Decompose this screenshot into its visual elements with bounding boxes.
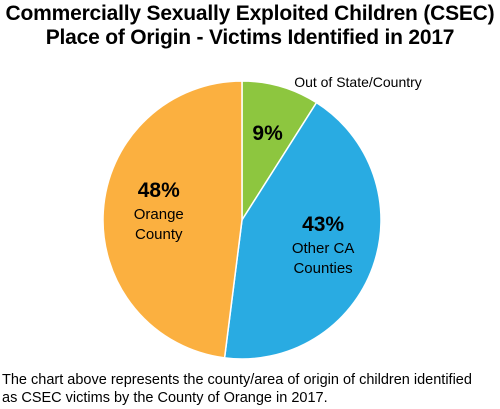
slice-percent-label: 48% [138,179,180,202]
slice-percent-label: 43% [302,213,344,236]
pie-slice-out-of-state-country [241,80,318,223]
slice-outside-label: Out of State/Country [294,74,422,90]
caption-line-1: The chart above represents the county/ar… [2,372,472,388]
slice-category-label: Counties [293,260,352,277]
slice-category-label: Other CA [292,240,355,257]
pie-slice-other-ca-counties [223,101,382,360]
chart-title-line-1: Commercially Sexually Exploited Children… [5,2,495,25]
chart-title-line-2: Place of Origin - Victims Identified in … [45,26,455,49]
slice-category-label: Orange [134,206,184,223]
pie-slice-orange-county [102,80,243,359]
chart-title: Commercially Sexually Exploited Children… [0,2,500,50]
slice-category-label: County [135,226,183,243]
slice-percent-label: 9% [252,122,283,145]
caption-line-2: as CSEC victims by the County of Orange … [2,390,328,406]
chart-caption: The chart above represents the county/ar… [2,371,498,407]
